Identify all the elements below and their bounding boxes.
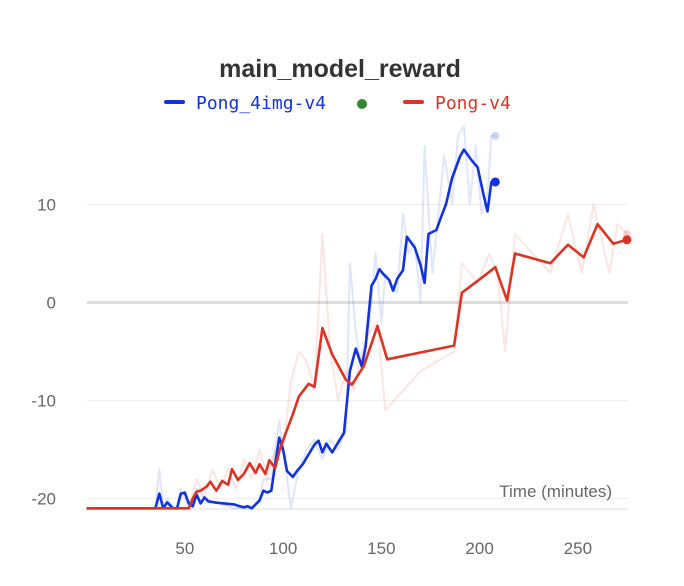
smoothed-series <box>86 148 628 510</box>
x-tick-label: 150 <box>367 539 395 558</box>
smoothed-line-pong-4img-v4 <box>86 148 496 510</box>
legend-label-pong-4img-v4: Pong_4img-v4 <box>196 93 326 114</box>
raw-endpoint-pong-v4 <box>622 229 631 238</box>
x-tick-label: 250 <box>564 539 592 558</box>
legend-item-pong-v4[interactable]: Pong-v4 <box>403 93 511 114</box>
endpoint-pong-4img-v4 <box>490 177 500 187</box>
x-tick-label: 200 <box>465 539 493 558</box>
y-tick-label: -20 <box>31 490 56 509</box>
x-axis: 50 100 150 200 250 <box>175 539 592 558</box>
x-tick-label: 100 <box>269 539 297 558</box>
chart-title: main_model_reward <box>219 55 461 83</box>
raw-line-pong-v4 <box>86 203 628 510</box>
y-tick-label: 0 <box>47 294 56 313</box>
legend[interactable]: Pong_4img-v4 Pong-v4 <box>164 93 511 114</box>
raw-line-pong-4img-v4 <box>86 125 496 510</box>
legend-label-pong-v4: Pong-v4 <box>435 93 511 114</box>
y-tick-label: -10 <box>31 392 56 411</box>
legend-item-pong-4img-v4[interactable]: Pong_4img-v4 <box>164 93 367 114</box>
x-tick-label: 50 <box>175 539 194 558</box>
smoothed-line-pong-v4 <box>86 222 628 510</box>
legend-status-dot <box>357 99 367 109</box>
raw-series <box>86 125 628 510</box>
y-tick-label: 10 <box>37 196 56 215</box>
raw-endpoint-pong-4img-v4 <box>491 131 500 140</box>
x-axis-label: Time (minutes) <box>499 482 612 501</box>
endpoint-pong-v4 <box>622 235 632 245</box>
y-axis: -20 -10 0 10 <box>31 196 56 509</box>
series-endpoints <box>490 131 632 245</box>
